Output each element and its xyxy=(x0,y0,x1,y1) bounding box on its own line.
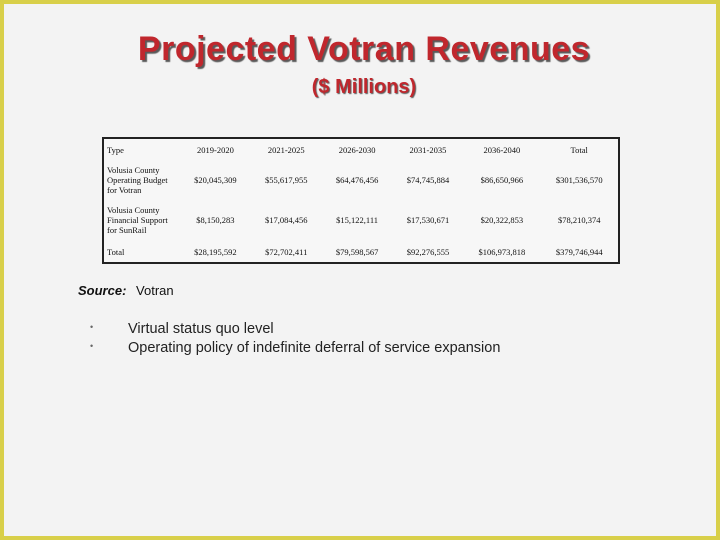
header-cell: 2036-2040 xyxy=(483,145,521,156)
bullet-marker: • xyxy=(90,322,94,332)
bullet-text: Virtual status quo level xyxy=(128,321,274,337)
table-total-row: Total $28,195,592 $72,702,411 $79,598,56… xyxy=(103,241,619,263)
table-cell: $17,530,671 xyxy=(406,214,450,225)
source-label: Source: xyxy=(78,283,127,298)
table-cell: $379,746,944 xyxy=(555,246,603,257)
source-value: Votran xyxy=(136,283,174,298)
revenue-table: Type 2019-2020 2021-2025 2026-2030 2031-… xyxy=(102,137,620,264)
table-cell: $20,045,309 xyxy=(194,175,237,185)
table-cell: $64,476,456 xyxy=(335,175,379,185)
header-cell: 2021-2025 xyxy=(267,145,305,156)
bullet-text: Operating policy of indefinite deferral … xyxy=(128,340,501,356)
table-cell: $72,702,411 xyxy=(265,246,308,257)
table-cell: $86,650,966 xyxy=(480,175,524,185)
header-cell: 2031-2035 xyxy=(409,145,447,156)
table-cell: $20,322,853 xyxy=(480,214,524,225)
table-cell: $17,084,456 xyxy=(265,214,308,225)
table-cell: $92,276,555 xyxy=(406,246,450,257)
table-cell: $79,598,567 xyxy=(335,246,379,257)
row-label: Volusia County Operating Budget for Votr… xyxy=(107,165,168,195)
table-cell: $28,195,592 xyxy=(194,246,237,257)
table-header-row: Type 2019-2020 2021-2025 2026-2030 2031-… xyxy=(103,138,619,162)
table-cell: $15,122,111 xyxy=(336,214,379,225)
slide-title: Projected Votran Revenues xyxy=(137,30,591,68)
table-cell: $78,210,374 xyxy=(557,214,601,225)
header-cell: Type xyxy=(107,145,124,156)
header-cell: Total xyxy=(570,145,588,156)
bullet-marker: • xyxy=(90,341,94,351)
source-line: Source: Votran xyxy=(78,283,174,298)
slide-subtitle: ($ Millions) xyxy=(311,76,417,98)
header-cell: 2026-2030 xyxy=(338,145,376,156)
row-label: Volusia County Financial Support for Sun… xyxy=(107,204,168,235)
row-label: Total xyxy=(107,246,125,257)
table-cell: $301,536,570 xyxy=(555,175,603,185)
table-row: Volusia County Operating Budget for Votr… xyxy=(103,162,619,199)
table-cell: $106,973,818 xyxy=(478,246,526,257)
table-row: Volusia County Financial Support for Sun… xyxy=(103,198,619,241)
table-cell: $55,617,955 xyxy=(265,175,308,185)
header-cell: 2019-2020 xyxy=(197,145,234,156)
table-cell: $8,150,283 xyxy=(196,214,235,225)
table-cell: $74,745,884 xyxy=(406,175,450,185)
